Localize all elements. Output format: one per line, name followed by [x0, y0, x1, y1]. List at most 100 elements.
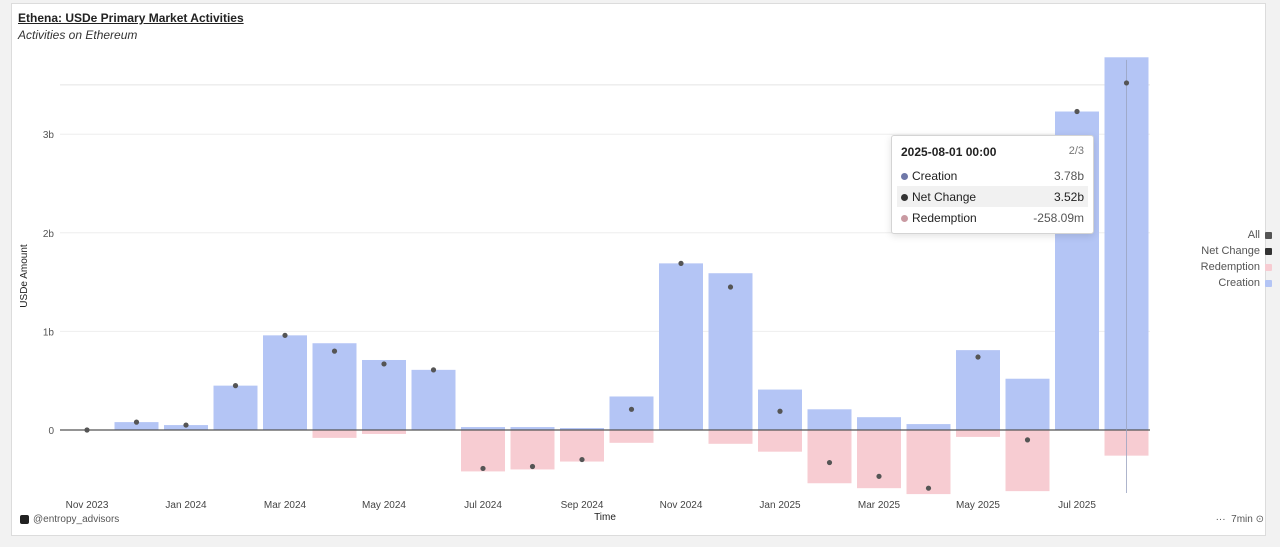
- x-tick-label: Mar 2024: [264, 500, 307, 511]
- creation-bar: [1005, 378, 1050, 430]
- creation-bar: [411, 369, 456, 430]
- legend-label: Creation: [1218, 277, 1260, 289]
- x-tick-label: Nov 2024: [660, 500, 703, 511]
- x-tick-label: Nov 2023: [66, 500, 109, 511]
- redemption-bar: [708, 430, 753, 444]
- x-tick-label: Jul 2024: [464, 500, 502, 511]
- redemption-bar: [857, 430, 901, 489]
- redemption-bar: [362, 430, 406, 434]
- net-change-point: [331, 348, 338, 354]
- author-logo-icon: [20, 515, 29, 524]
- check-circle-icon: ⊙: [1255, 514, 1264, 525]
- net-change-point: [430, 367, 437, 373]
- net-change-point: [777, 408, 783, 414]
- net-change-point: [232, 383, 239, 389]
- creation-bar: [807, 409, 852, 430]
- creation-bar: [461, 427, 505, 430]
- tooltip-label: Creation: [912, 168, 958, 183]
- y-tick-label: 1b: [43, 327, 55, 338]
- legend-swatch-icon: [1265, 279, 1272, 287]
- net-change-point: [628, 406, 635, 412]
- tooltip-value: 3.52b: [1053, 189, 1084, 204]
- legend-swatch-icon: [1265, 247, 1272, 255]
- net-change-point: [529, 463, 536, 470]
- creation-bar: [560, 428, 604, 430]
- net-change-point: [1074, 108, 1080, 115]
- redemption-bar: [461, 430, 505, 472]
- legend-swatch-icon: [1265, 263, 1272, 271]
- net-change-dot-icon: [901, 193, 908, 201]
- footer-author[interactable]: @entropy_advisors: [20, 514, 119, 525]
- x-tick-label: Jan 2024: [165, 500, 207, 511]
- x-tick-label: Mar 2025: [858, 500, 901, 511]
- net-change-point: [183, 422, 189, 428]
- y-tick-label: 2b: [43, 229, 55, 240]
- net-change-point: [133, 419, 140, 425]
- legend-item-redemption[interactable]: Redemption: [1201, 259, 1272, 275]
- net-change-point: [826, 459, 833, 466]
- net-change-point: [282, 332, 288, 338]
- more-options-button[interactable]: ···: [1215, 514, 1226, 525]
- redemption-bar: [609, 430, 654, 443]
- y-tick-label: 0: [48, 426, 54, 437]
- net-change-point: [678, 260, 684, 266]
- tooltip-label: Redemption: [912, 210, 977, 225]
- legend-label: All: [1247, 229, 1260, 241]
- net-change-point: [925, 485, 932, 491]
- tooltip-page: 2/3: [1068, 145, 1084, 157]
- creation-bar: [213, 385, 258, 430]
- net-change-point: [876, 473, 882, 479]
- creation-bar: [708, 273, 753, 430]
- chart-subtitle: Activities on Ethereum: [18, 28, 138, 42]
- x-tick-label: Jul 2025: [1058, 500, 1096, 511]
- x-tick-label: May 2025: [956, 500, 1000, 511]
- net-change-point: [1123, 80, 1130, 86]
- x-axis-title: Time: [594, 512, 616, 523]
- tooltip-value: 3.78b: [1053, 168, 1084, 183]
- net-change-point: [84, 427, 90, 433]
- redemption-bar: [312, 430, 357, 438]
- creation-bar: [857, 417, 901, 430]
- author-handle: @entropy_advisors: [33, 514, 120, 525]
- creation-bar: [114, 422, 159, 430]
- creation-bar: [659, 263, 703, 430]
- footer-right: ··· 7min ⊙: [1216, 514, 1264, 525]
- net-change-point: [381, 361, 387, 367]
- creation-bar: [510, 427, 555, 430]
- tooltip: 2025-08-01 00:00 2/3 Creation 3.78b Net Ch…: [891, 135, 1094, 234]
- legend-label: Redemption: [1200, 261, 1260, 273]
- refresh-age[interactable]: 7min: [1231, 514, 1253, 525]
- x-tick-label: Sep 2024: [561, 500, 604, 511]
- redemption-bar: [510, 430, 555, 470]
- creation-bar: [906, 424, 951, 430]
- legend: All Net Change Redemption Creation: [1201, 227, 1272, 291]
- redemption-bar: [906, 430, 951, 495]
- chart-title[interactable]: Ethena: USDe Primary Market Activities: [18, 11, 244, 25]
- net-change-point: [975, 354, 981, 360]
- redemption-bar: [807, 430, 852, 484]
- tooltip-row-creation: Creation 3.78b: [892, 165, 1093, 186]
- legend-swatch-icon: [1265, 231, 1272, 239]
- legend-item-net-change[interactable]: Net Change: [1201, 243, 1272, 259]
- legend-label: Net Change: [1201, 245, 1260, 257]
- tooltip-row-redemption: Redemption -258.09m: [892, 207, 1093, 228]
- legend-item-creation[interactable]: Creation: [1201, 275, 1272, 291]
- redemption-bar: [560, 430, 604, 462]
- creation-bar: [609, 396, 654, 430]
- creation-bar: [956, 350, 1000, 430]
- tooltip-label: Net Change: [912, 189, 977, 204]
- creation-dot-icon: [901, 172, 908, 180]
- redemption-bar: [956, 430, 1000, 437]
- net-change-point: [727, 284, 734, 290]
- tooltip-value: -258.09m: [1033, 210, 1084, 225]
- creation-bar: [263, 335, 307, 430]
- tooltip-row-net-change: Net Change 3.52b: [897, 186, 1088, 207]
- creation-bar: [362, 359, 406, 430]
- net-change-point: [579, 456, 585, 463]
- redemption-dot-icon: [901, 214, 908, 222]
- redemption-bar: [758, 430, 802, 452]
- legend-item-all[interactable]: All: [1201, 227, 1272, 243]
- net-change-point: [480, 465, 486, 472]
- y-axis-title: USDe Amount: [19, 244, 30, 308]
